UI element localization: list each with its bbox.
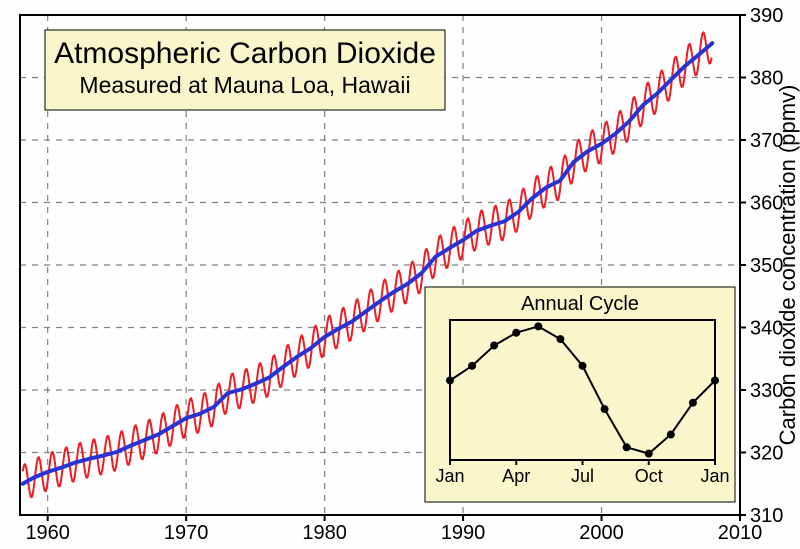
keeling-curve-chart: Atmospheric Carbon Dioxide Measured at M… bbox=[0, 0, 800, 549]
x-tick-label: 1990 bbox=[441, 522, 486, 544]
inset-title: Annual Cycle bbox=[521, 293, 639, 315]
chart-subtitle: Measured at Mauna Loa, Hawaii bbox=[79, 72, 410, 98]
title-box: Atmospheric Carbon Dioxide Measured at M… bbox=[45, 30, 445, 110]
y-tick-label: 310 bbox=[750, 505, 783, 527]
x-tick-label: 2000 bbox=[579, 522, 624, 544]
x-tick-label: 1960 bbox=[25, 522, 70, 544]
chart-title: Atmospheric Carbon Dioxide bbox=[54, 37, 436, 70]
inset-x-tick-label: Jan bbox=[435, 466, 464, 486]
inset-x-tick-label: Jul bbox=[571, 466, 594, 486]
inset-x-tick-label: Jan bbox=[700, 466, 729, 486]
inset-chart: Annual Cycle Jan Apr Jul Oct Jan bbox=[425, 287, 735, 502]
inset-x-tick-label: Apr bbox=[502, 466, 530, 486]
inset-x-tick-label: Oct bbox=[635, 466, 663, 486]
y-axis-label: Carbon dioxide concentration (ppmv) bbox=[775, 85, 800, 446]
x-tick-label: 1980 bbox=[302, 522, 347, 544]
y-tick-label: 390 bbox=[750, 5, 783, 27]
x-tick-label: 1970 bbox=[164, 522, 209, 544]
